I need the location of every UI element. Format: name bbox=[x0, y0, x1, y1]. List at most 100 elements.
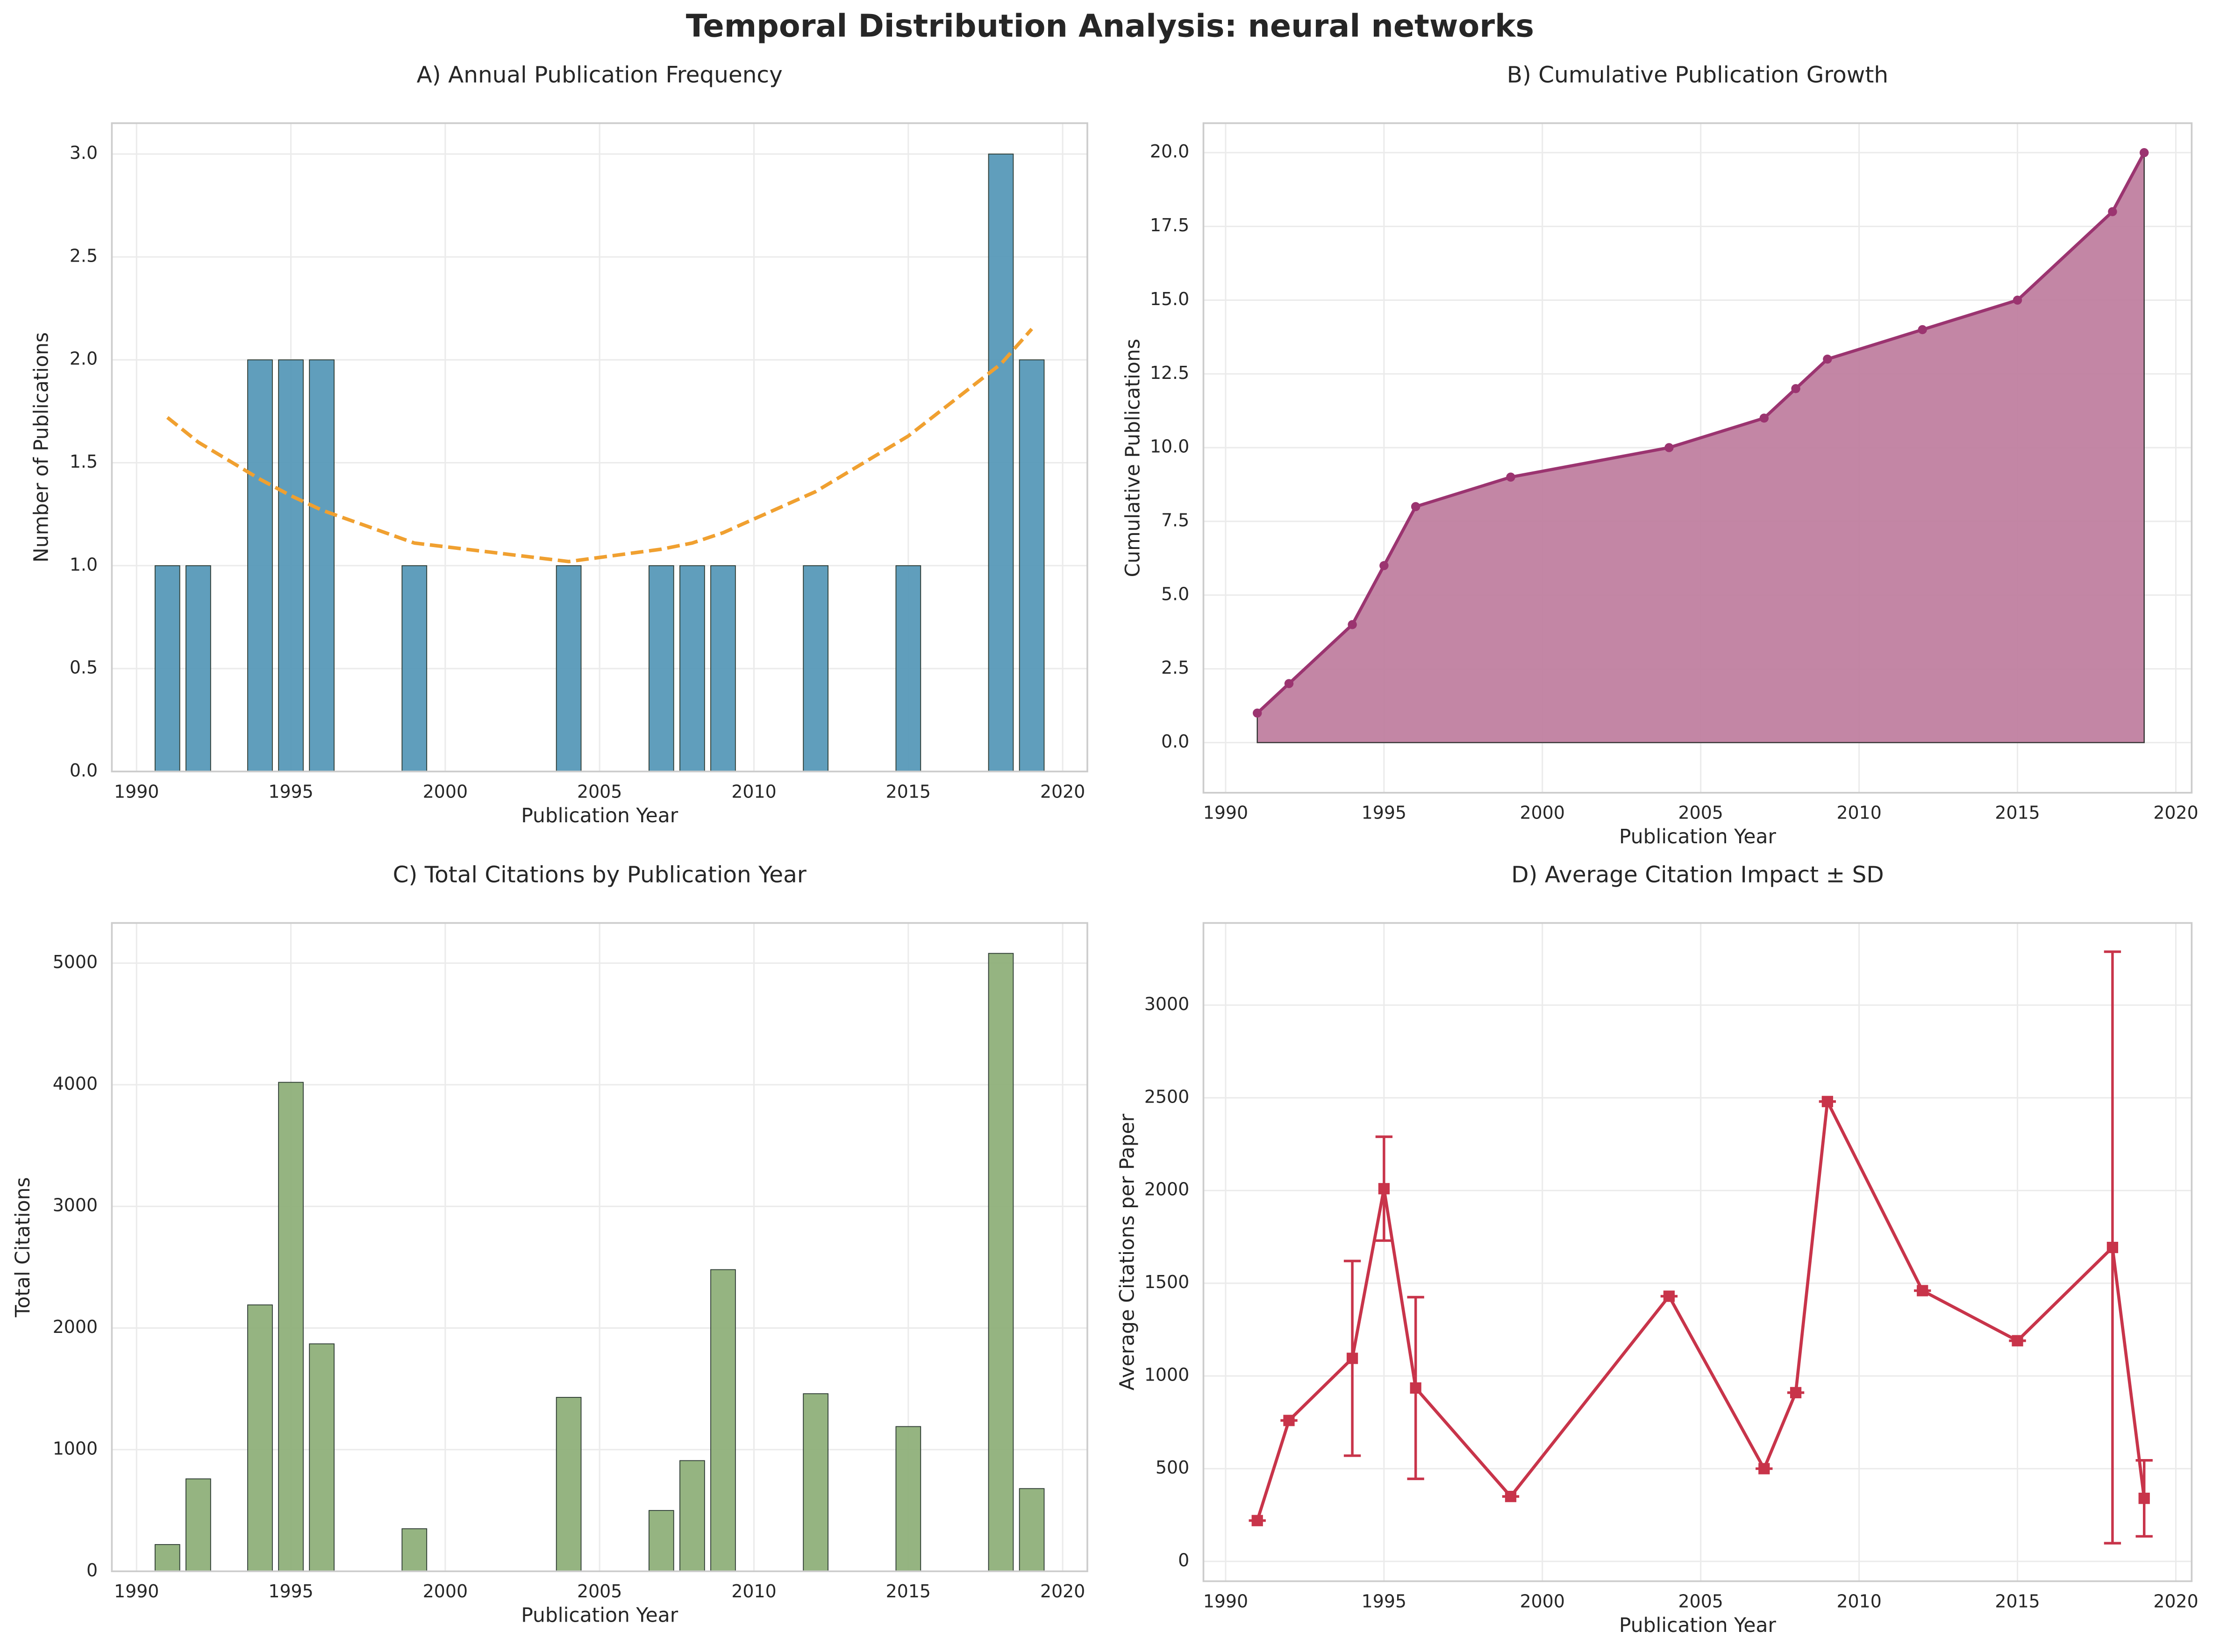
x-tick-label: 1995 bbox=[1362, 1591, 1406, 1611]
point bbox=[1283, 1415, 1295, 1426]
bar bbox=[895, 1426, 921, 1572]
x-tick-label: 2020 bbox=[1040, 781, 1085, 802]
y-axis-label: Total Citations bbox=[12, 1177, 35, 1317]
y-tick-label: 3000 bbox=[53, 1195, 98, 1216]
bar bbox=[401, 1528, 428, 1572]
bar bbox=[401, 565, 428, 772]
y-tick-label: 2000 bbox=[1144, 1179, 1189, 1200]
y-tick-label: 17.5 bbox=[1150, 215, 1189, 235]
x-tick-label: 2010 bbox=[1836, 1591, 1881, 1611]
y-tick-label: 5.0 bbox=[1161, 584, 1189, 604]
chart-title: D) Average Citation Impact ± SD bbox=[1511, 862, 1884, 888]
bar bbox=[895, 565, 921, 772]
x-tick-label: 2020 bbox=[2153, 803, 2198, 823]
y-tick-label: 2.5 bbox=[1161, 657, 1189, 678]
point bbox=[1410, 1382, 1421, 1394]
bar bbox=[186, 565, 211, 772]
y-tick-label: 12.5 bbox=[1150, 363, 1189, 383]
x-tick-label: 2000 bbox=[1520, 803, 1565, 823]
x-tick-label: 1995 bbox=[1362, 803, 1406, 823]
x-tick-label: 1995 bbox=[268, 1581, 313, 1602]
x-tick-label: 1990 bbox=[114, 781, 159, 802]
point bbox=[2106, 1241, 2119, 1253]
point bbox=[1348, 620, 1357, 629]
x-tick-label: 2000 bbox=[1520, 1591, 1565, 1611]
bar bbox=[679, 1460, 705, 1572]
y-tick-label: 500 bbox=[1156, 1457, 1189, 1478]
bar bbox=[648, 1510, 674, 1572]
x-axis-label: Publication Year bbox=[1619, 1614, 1777, 1637]
trend-line bbox=[166, 328, 1033, 563]
chart-title: C) Total Citations by Publication Year bbox=[393, 862, 807, 888]
bar bbox=[154, 565, 180, 772]
point bbox=[1758, 1463, 1770, 1474]
x-tick-label: 2015 bbox=[1995, 1591, 2040, 1611]
y-tick-label: 4000 bbox=[53, 1073, 98, 1094]
point bbox=[1791, 384, 1800, 393]
bar bbox=[1019, 1488, 1045, 1572]
point bbox=[2013, 295, 2022, 305]
bar bbox=[278, 1082, 304, 1572]
y-tick-label: 0 bbox=[86, 1560, 98, 1581]
y-tick-label: 2000 bbox=[53, 1317, 98, 1337]
y-tick-label: 1500 bbox=[1144, 1272, 1189, 1292]
x-tick-label: 2005 bbox=[577, 781, 622, 802]
x-axis-label: Publication Year bbox=[521, 805, 678, 827]
chart-title: A) Annual Publication Frequency bbox=[417, 62, 783, 88]
y-axis-label: Cumulative Publications bbox=[1122, 339, 1145, 577]
y-tick-label: 2500 bbox=[1144, 1086, 1189, 1107]
plot-frame bbox=[1202, 122, 2193, 794]
x-tick-label: 1990 bbox=[1203, 803, 1248, 823]
bar bbox=[1019, 359, 1045, 772]
bar bbox=[247, 1304, 273, 1572]
y-tick-label: 2.0 bbox=[70, 349, 98, 369]
point bbox=[1253, 708, 1262, 718]
bar bbox=[309, 359, 335, 772]
y-tick-label: 7.5 bbox=[1161, 510, 1189, 530]
bar bbox=[278, 359, 304, 772]
point bbox=[1917, 1285, 1928, 1296]
point bbox=[1918, 325, 1927, 335]
bar bbox=[803, 1393, 828, 1572]
point bbox=[2012, 1335, 2023, 1346]
y-tick-label: 0.5 bbox=[70, 657, 98, 678]
point bbox=[1821, 1096, 1833, 1107]
line bbox=[1256, 1096, 2146, 1521]
y-tick-label: 10.0 bbox=[1150, 436, 1189, 457]
plot-area bbox=[1203, 923, 2192, 1581]
x-tick-label: 2020 bbox=[2153, 1591, 2198, 1611]
bar bbox=[556, 1397, 582, 1572]
x-tick-label: 1990 bbox=[1203, 1591, 1248, 1611]
bar bbox=[186, 1478, 211, 1572]
point bbox=[1378, 1183, 1390, 1195]
y-tick-label: 5000 bbox=[53, 952, 98, 972]
bar bbox=[988, 153, 1014, 772]
y-tick-label: 0 bbox=[1178, 1550, 1189, 1571]
point bbox=[1251, 1515, 1263, 1526]
bar bbox=[679, 565, 705, 772]
y-tick-label: 2.5 bbox=[70, 245, 98, 266]
x-tick-label: 2020 bbox=[1040, 1581, 1085, 1602]
line bbox=[1256, 152, 2146, 714]
x-tick-label: 2010 bbox=[731, 781, 776, 802]
point bbox=[1411, 502, 1421, 512]
y-axis-label: Average Citations per Paper bbox=[1116, 1113, 1139, 1390]
point bbox=[1284, 679, 1294, 688]
point bbox=[2108, 207, 2117, 216]
y-tick-label: 15.0 bbox=[1150, 289, 1189, 309]
y-tick-label: 3000 bbox=[1144, 994, 1189, 1014]
y-axis-label: Number of Publications bbox=[30, 332, 53, 563]
y-tick-label: 20.0 bbox=[1150, 141, 1189, 162]
x-axis-label: Publication Year bbox=[521, 1604, 678, 1627]
bar bbox=[309, 1343, 335, 1572]
plot-frame bbox=[1202, 922, 2193, 1582]
y-tick-label: 1.0 bbox=[70, 554, 98, 575]
chart-title: B) Cumulative Publication Growth bbox=[1507, 62, 1888, 88]
point bbox=[1346, 1353, 1358, 1364]
x-tick-label: 2015 bbox=[886, 781, 931, 802]
bar bbox=[710, 565, 736, 772]
plot-frame bbox=[111, 922, 1088, 1573]
bar bbox=[247, 359, 273, 772]
bar bbox=[803, 565, 828, 772]
